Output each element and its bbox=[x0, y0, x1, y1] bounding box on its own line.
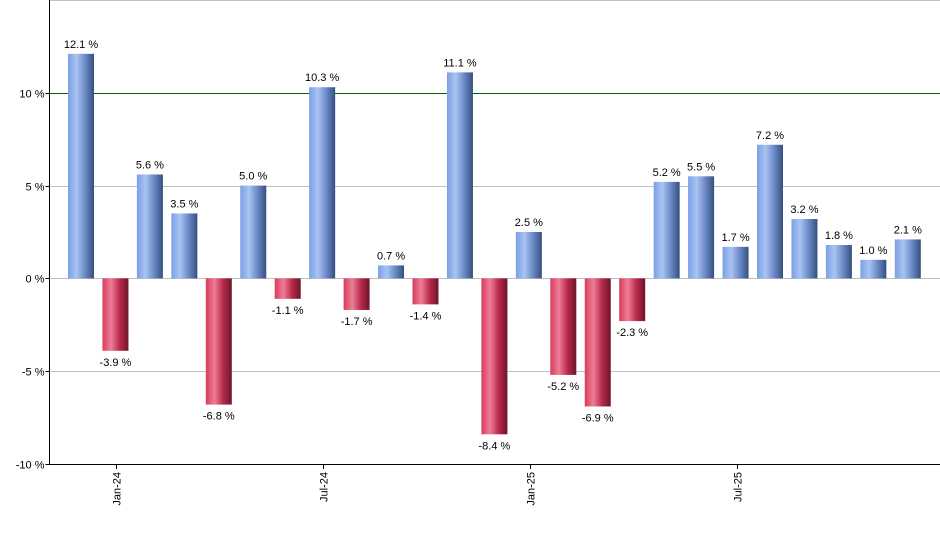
bar bbox=[825, 244, 852, 279]
data-label: 5.5 % bbox=[687, 161, 715, 173]
bar bbox=[240, 185, 267, 279]
y-tick-label: -10 % bbox=[16, 460, 45, 472]
data-label: 5.6 % bbox=[136, 159, 164, 171]
data-label: 3.5 % bbox=[170, 198, 198, 210]
data-label: 1.8 % bbox=[825, 230, 853, 242]
bar bbox=[619, 278, 646, 322]
bar bbox=[343, 278, 370, 310]
data-label: 12.1 % bbox=[64, 39, 98, 51]
bar bbox=[378, 265, 405, 279]
bar bbox=[550, 278, 577, 375]
bar bbox=[171, 213, 198, 279]
data-label: 5.0 % bbox=[239, 171, 267, 183]
data-label: -2.3 % bbox=[616, 327, 648, 339]
bar bbox=[481, 278, 508, 435]
bar bbox=[68, 53, 94, 279]
bar bbox=[791, 219, 818, 279]
bar bbox=[860, 259, 887, 279]
x-tick-label: Jan-24 bbox=[112, 472, 124, 506]
bar bbox=[757, 144, 783, 279]
data-label: -1.7 % bbox=[341, 316, 373, 328]
data-label: -3.9 % bbox=[100, 357, 132, 369]
data-label: 2.1 % bbox=[894, 224, 922, 236]
bar bbox=[102, 278, 129, 351]
data-label: -5.2 % bbox=[547, 381, 579, 393]
data-label: 11.1 % bbox=[443, 57, 477, 69]
bar bbox=[274, 278, 301, 299]
y-tick-label: 10 % bbox=[19, 89, 44, 101]
bar bbox=[515, 232, 542, 279]
bar bbox=[722, 246, 749, 279]
data-label: -6.9 % bbox=[582, 412, 614, 424]
bar bbox=[446, 72, 473, 279]
y-tick-label: 5 % bbox=[26, 182, 45, 194]
x-tick-label: Jan-25 bbox=[526, 472, 538, 506]
x-tick-label: Jul-24 bbox=[319, 472, 331, 502]
bar bbox=[412, 278, 439, 305]
bar bbox=[653, 181, 680, 279]
bar bbox=[205, 278, 232, 405]
bar bbox=[136, 174, 163, 279]
data-label: -1.1 % bbox=[272, 305, 304, 317]
bar bbox=[688, 176, 715, 279]
data-label: -8.4 % bbox=[479, 440, 511, 452]
bar bbox=[894, 239, 921, 279]
data-label: 7.2 % bbox=[756, 130, 784, 142]
bar bbox=[584, 278, 611, 407]
data-label: 1.7 % bbox=[721, 232, 749, 244]
data-label: 1.0 % bbox=[859, 245, 887, 257]
y-tick-label: -5 % bbox=[22, 367, 45, 379]
data-label: 2.5 % bbox=[515, 217, 543, 229]
x-tick-label: Jul-25 bbox=[733, 472, 745, 502]
data-label: 5.2 % bbox=[653, 167, 681, 179]
data-label: 0.7 % bbox=[377, 250, 405, 262]
y-tick-label: 0 % bbox=[26, 274, 45, 286]
data-label: -6.8 % bbox=[203, 411, 235, 423]
data-label: 3.2 % bbox=[790, 204, 818, 216]
bar bbox=[309, 87, 336, 279]
data-label: 10.3 % bbox=[305, 72, 339, 84]
data-label: -1.4 % bbox=[410, 310, 442, 322]
